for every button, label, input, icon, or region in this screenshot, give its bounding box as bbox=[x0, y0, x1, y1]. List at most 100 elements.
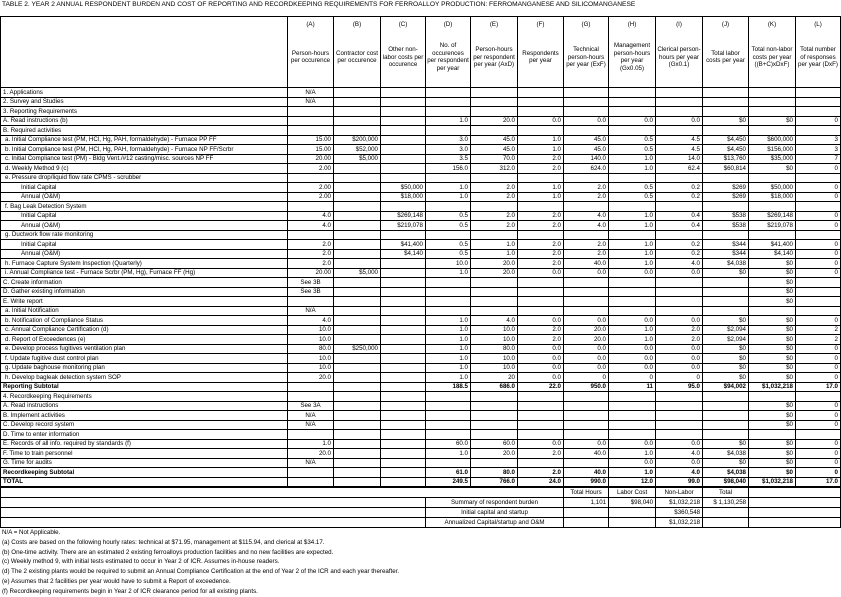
row-label: Initial Capital bbox=[0, 210, 288, 221]
cell bbox=[333, 372, 381, 383]
cell bbox=[702, 286, 749, 297]
cell bbox=[795, 106, 841, 117]
row-label: i. Annual Compliance test - Furnace Scrb… bbox=[0, 267, 288, 278]
cell bbox=[795, 201, 841, 212]
cell: 1.0 bbox=[287, 438, 334, 449]
cell: 45.0 bbox=[470, 144, 518, 155]
cell: 0.0 bbox=[608, 115, 656, 126]
summary-label: Annualized Capital/startup and O&M bbox=[424, 516, 565, 528]
cell: 0 bbox=[563, 372, 609, 383]
cell bbox=[380, 296, 426, 307]
row-label: TOTAL bbox=[0, 476, 288, 487]
row-label: D. Gather existing information bbox=[0, 286, 288, 297]
cell: 20.00 bbox=[287, 267, 334, 278]
cell bbox=[287, 391, 334, 402]
cell: $4,038 bbox=[702, 258, 749, 269]
summary-value: $1,032,218 bbox=[655, 516, 704, 528]
header-wrap: (A) Person-hours per occurence bbox=[289, 18, 333, 87]
cell bbox=[608, 87, 656, 98]
table-row: D. Gather existing information See 3B $0 bbox=[0, 286, 841, 297]
cell: 950.0 bbox=[563, 381, 609, 392]
cell: 0 bbox=[795, 343, 841, 354]
cell bbox=[470, 125, 518, 136]
header-wrap: (D) No. of occurences per respondent per … bbox=[427, 18, 470, 87]
cell bbox=[608, 419, 656, 430]
cell: 2.0 bbox=[517, 210, 564, 221]
header-cell: (I) Clerical person-hours per year (Gx0.1… bbox=[655, 16, 703, 88]
cell bbox=[287, 229, 334, 240]
header-cell: (C) Other non-labor costs per occurence bbox=[380, 16, 426, 88]
cell bbox=[702, 201, 749, 212]
cell: 0 bbox=[795, 438, 841, 449]
cell bbox=[333, 258, 381, 269]
cell bbox=[563, 277, 609, 288]
cell bbox=[470, 457, 518, 468]
cell bbox=[380, 115, 426, 126]
cell bbox=[748, 201, 796, 212]
cell: $52,000 bbox=[333, 144, 381, 155]
cell bbox=[655, 286, 703, 297]
cell bbox=[748, 429, 796, 440]
cell: 10.0 bbox=[287, 334, 334, 345]
cell bbox=[333, 106, 381, 117]
cell bbox=[517, 391, 564, 402]
table-row: h. Furnace Capture System Inspection (Qu… bbox=[0, 258, 841, 269]
cell: 2.00 bbox=[287, 163, 334, 174]
table-row: A. Read instructions (b) 1.0 20.0 0.0 0.0 0.0… bbox=[0, 115, 841, 126]
table-row: Annual (O&M) 2.0 $4,140 0.5 1.0 2.0 2.0 1.0 0.2 $… bbox=[0, 248, 841, 259]
table-row: f. Update fugitive dust control plan 10.0… bbox=[0, 353, 841, 364]
column-letter: (D) bbox=[443, 21, 453, 28]
header-cell: (D) No. of occurences per respondent per … bbox=[425, 16, 471, 88]
cell bbox=[517, 106, 564, 117]
table-row: b. Initial Compliance test (PM, HCl, Hg,… bbox=[0, 144, 841, 155]
cell bbox=[287, 476, 334, 487]
footnote: (c) Weekly method 9, with initial tests … bbox=[2, 558, 280, 566]
cell bbox=[470, 277, 518, 288]
cell: 0.4 bbox=[655, 220, 703, 231]
cell: $0 bbox=[702, 362, 749, 373]
cell: $0 bbox=[748, 419, 796, 430]
cell bbox=[655, 419, 703, 430]
column-letter: (F) bbox=[536, 21, 545, 28]
cell: 2.0 bbox=[287, 239, 334, 250]
summary-value bbox=[608, 506, 657, 518]
cell bbox=[748, 506, 841, 518]
cell: $4,450 bbox=[702, 144, 749, 155]
row-label: b. Notification of Compliance Status bbox=[0, 315, 288, 326]
cell: $269,148 bbox=[380, 210, 426, 221]
cell: 10.0 bbox=[470, 324, 518, 335]
cell: $156,000 bbox=[748, 144, 796, 155]
cell bbox=[380, 134, 426, 145]
cell bbox=[425, 391, 471, 402]
cell: 20.0 bbox=[563, 324, 609, 335]
cell bbox=[333, 286, 381, 297]
cell: 0.4 bbox=[655, 210, 703, 221]
cell: 1.0 bbox=[608, 153, 656, 164]
cell bbox=[380, 153, 426, 164]
row-label: c. Annual Compliance Certification (d) bbox=[0, 324, 288, 335]
cell: 80.0 bbox=[470, 467, 518, 478]
footnotes: N/A = Not Applicable. (a) Costs are based… bbox=[2, 528, 399, 597]
cell bbox=[702, 410, 749, 421]
cell bbox=[608, 400, 656, 411]
cell bbox=[380, 286, 426, 297]
cell bbox=[380, 315, 426, 326]
cell: $219,078 bbox=[748, 220, 796, 231]
cell: 0 bbox=[655, 372, 703, 383]
cell: 2.0 bbox=[517, 220, 564, 231]
table-row: B. Required activities bbox=[0, 125, 841, 136]
cell bbox=[563, 296, 609, 307]
summary-value bbox=[563, 516, 610, 528]
cell: 1.0 bbox=[425, 372, 471, 383]
cell bbox=[470, 296, 518, 307]
cell bbox=[748, 305, 796, 316]
cell: 1.0 bbox=[470, 248, 518, 259]
cell bbox=[333, 448, 381, 459]
table-row: F. Time to train personnel 20.0 1.0 20.0 2.0… bbox=[0, 448, 841, 459]
cell bbox=[563, 125, 609, 136]
cell bbox=[655, 277, 703, 288]
table-row: Initial Capital 2.0 $41,400 0.5 1.0 2.0 2.0 1.0… bbox=[0, 239, 841, 250]
cell: $344 bbox=[702, 248, 749, 259]
row-label: E. Write report bbox=[0, 296, 288, 307]
cell: 0 bbox=[795, 115, 841, 126]
